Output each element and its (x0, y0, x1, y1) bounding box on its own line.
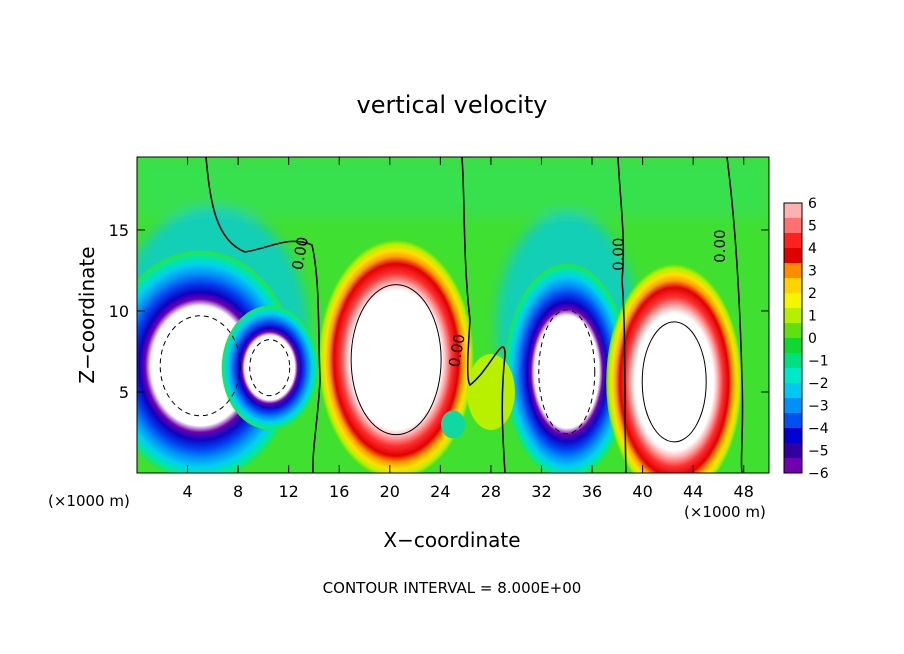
y-tick-label: 15 (109, 221, 129, 240)
colorbar-swatch (784, 443, 802, 459)
colorbar-swatch (784, 278, 802, 294)
zero-contour-line (726, 157, 744, 473)
colorbar-tick-label: −4 (808, 421, 829, 437)
positive-contour (350, 284, 442, 436)
updraft-cell (466, 353, 515, 430)
colorbar-tick-label: −5 (808, 444, 829, 460)
x-tick-label: 36 (582, 482, 602, 501)
x-tick-label: 40 (632, 482, 652, 501)
updraft-cell (318, 239, 475, 473)
contour-label: 0.00 (288, 235, 312, 271)
colorbar-tick-label: −6 (808, 466, 829, 482)
colorbar-swatch (784, 398, 802, 414)
x-axis-label: X−coordinate (383, 528, 520, 552)
x-tick-label: 20 (380, 482, 400, 501)
x-tick-label: 32 (531, 482, 551, 501)
y-tick-label: 10 (109, 302, 129, 321)
zero-contour-line (205, 157, 321, 473)
colorbar-swatch (784, 428, 802, 444)
x-tick-label: 4 (182, 482, 192, 501)
x-unit-label-left: (×1000 m) (48, 492, 130, 510)
colorbar-tick-label: 2 (808, 286, 817, 302)
y-tick-label: 5 (119, 383, 129, 402)
colorbar-swatch (784, 203, 802, 219)
colorbar: 6 5 4 3 2 1 0 −1 −2 −3 −4 −5 −6 (783, 196, 829, 482)
colorbar-tick-label: −3 (808, 399, 829, 415)
y-ticks: 5 10 15 (109, 221, 769, 402)
downdraft-cell (221, 305, 318, 430)
colorbar-swatch (784, 218, 802, 234)
colorbar-swatch (784, 308, 802, 324)
colorbar-swatch (784, 338, 802, 354)
plot-frame (136, 156, 770, 474)
x-unit-label-right: (×1000 m) (684, 503, 766, 521)
negative-contour (538, 309, 596, 435)
plot-area: 0.00 0.00 0.00 0.00 (136, 156, 770, 474)
x-tick-label: 44 (683, 482, 703, 501)
x-tick-label: 24 (430, 482, 450, 501)
colorbar-swatch (784, 293, 802, 309)
contour-label: 0.00 (610, 238, 628, 271)
contour-interval-note: CONTOUR INTERVAL = 8.000E+00 (323, 579, 582, 597)
negative-contour (249, 339, 291, 397)
colorbar-swatch (784, 233, 802, 249)
zero-contour-line (617, 157, 627, 473)
colorbar-swatch (784, 323, 802, 339)
chart-title: vertical velocity (357, 91, 548, 119)
updraft-cell (606, 263, 743, 473)
contour-label: 0.00 (711, 229, 729, 262)
colorbar-frame (783, 202, 803, 474)
x-tick-label: 28 (481, 482, 501, 501)
positive-contour (641, 321, 707, 443)
colorbar-tick-label: 4 (808, 241, 817, 257)
colorbar-tick-label: 1 (808, 309, 817, 325)
x-tick-label: 48 (734, 482, 754, 501)
x-tick-label: 8 (233, 482, 243, 501)
colorbar-swatch (784, 458, 802, 474)
zero-contour-line (461, 157, 506, 473)
x-tick-label: 16 (329, 482, 349, 501)
contour-label: 0.00 (445, 333, 469, 369)
colorbar-swatch (784, 368, 802, 384)
colorbar-swatch (784, 383, 802, 399)
colorbar-swatch (784, 248, 802, 264)
y-axis-label: Z−coordinate (75, 246, 99, 383)
x-ticks: 4 8 12 16 20 24 28 32 36 40 44 48 (182, 157, 754, 501)
colorbar-tick-label: 6 (808, 196, 817, 212)
colorbar-tick-label: −2 (808, 376, 829, 392)
colorbar-tick-label: 0 (808, 331, 817, 347)
negative-contour (159, 315, 241, 417)
colorbar-tick-label: 5 (808, 219, 817, 235)
downdraft-cell (441, 410, 465, 439)
downdraft-cell (504, 263, 629, 473)
colorbar-tick-label: 3 (808, 264, 817, 280)
colorbar-swatch (784, 413, 802, 429)
x-tick-label: 12 (279, 482, 299, 501)
colorbar-swatch (784, 353, 802, 369)
colorbar-tick-label: −1 (808, 354, 829, 370)
colorbar-swatch (784, 263, 802, 279)
